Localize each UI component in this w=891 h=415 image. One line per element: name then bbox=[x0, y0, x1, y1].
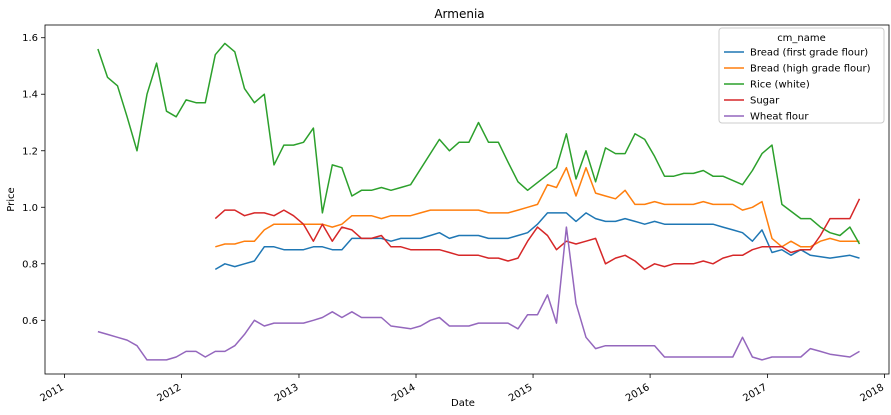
y-axis: 0.6 0.8 1.0 1.2 1.4 1.6 bbox=[22, 33, 45, 327]
chart-title: Armenia bbox=[434, 7, 484, 21]
series-line-4 bbox=[214, 198, 861, 271]
x-tick-label: 2011 bbox=[39, 382, 67, 404]
series-line-1 bbox=[214, 212, 860, 271]
legend-title: cm_name bbox=[777, 33, 826, 44]
x-tick-label: 2017 bbox=[741, 382, 769, 404]
y-tick-label: 0.8 bbox=[22, 259, 38, 270]
series-line-3 bbox=[97, 42, 861, 245]
legend-label: Bread (first grade flour) bbox=[750, 48, 868, 59]
x-axis: 2011 2012 2013 2014 2015 2016 2017 2018 bbox=[39, 374, 886, 404]
x-tick-label: 2015 bbox=[507, 382, 535, 404]
x-tick-label: 2016 bbox=[624, 382, 652, 404]
x-tick-label: 2018 bbox=[858, 382, 886, 404]
legend-label: Wheat flour bbox=[750, 112, 809, 123]
y-tick-label: 0.6 bbox=[22, 316, 38, 327]
series-line-2 bbox=[215, 166, 860, 248]
y-tick-label: 1.0 bbox=[22, 203, 38, 214]
y-tick-label: 1.6 bbox=[22, 33, 38, 44]
legend-label: Sugar bbox=[750, 96, 780, 107]
legend-label: Bread (high grade flour) bbox=[750, 64, 871, 75]
y-axis-label: Price bbox=[6, 187, 17, 211]
legend-box bbox=[718, 27, 885, 124]
legend-label: Rice (white) bbox=[750, 80, 810, 91]
x-axis-label: Date bbox=[451, 398, 475, 409]
x-tick-label: 2012 bbox=[156, 382, 184, 404]
legend: cm_name Bread (first grade flour) Bread (… bbox=[718, 27, 885, 124]
x-tick-label: 2014 bbox=[390, 382, 418, 404]
series-line-5 bbox=[97, 226, 860, 361]
x-tick-label: 2013 bbox=[273, 382, 301, 404]
series-layer bbox=[97, 42, 861, 361]
y-tick-label: 1.4 bbox=[22, 90, 38, 101]
plot-area bbox=[44, 24, 890, 375]
y-tick-label: 1.2 bbox=[22, 146, 38, 157]
